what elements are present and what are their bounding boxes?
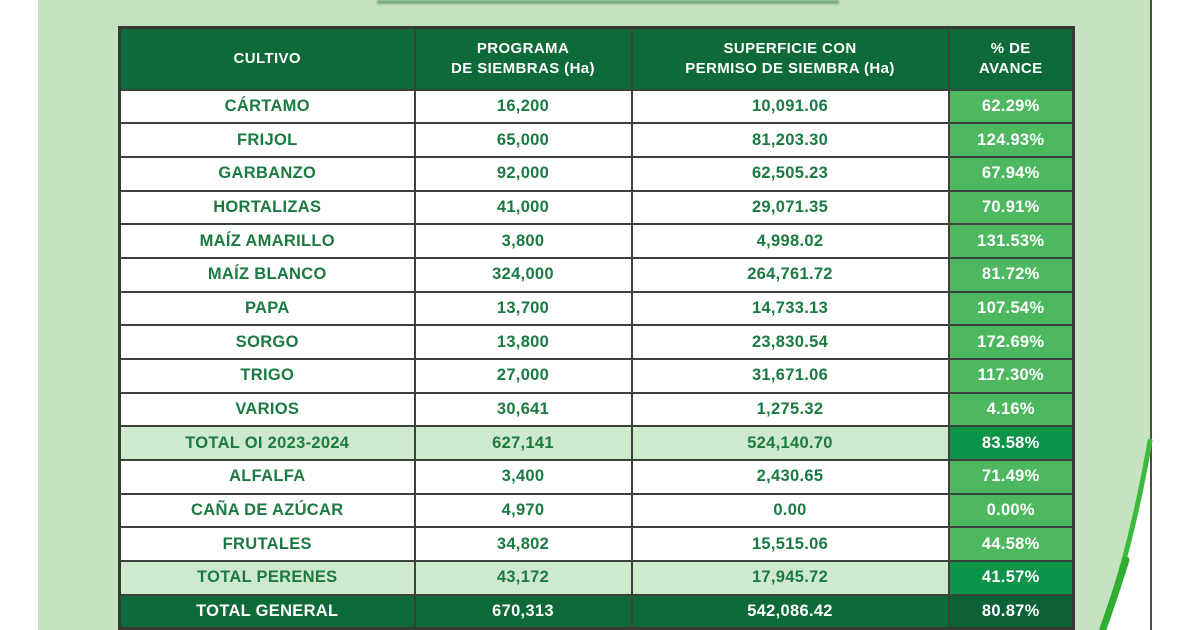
column-header-avance: % DE AVANCE [947,26,1075,91]
cell-programa: 324,000 [413,256,633,293]
cell-avance: 44.58% [947,526,1075,563]
cell-avance: 172.69% [947,324,1075,360]
cell-cultivo: PAPA [118,290,416,327]
cell-cultivo: FRIJOL [118,122,416,158]
cell-avance: 62.29% [947,88,1075,125]
cell-cultivo: TOTAL PERENES [118,560,416,596]
cell-cultivo: CAÑA DE AZÚCAR [118,492,416,529]
cell-superficie: 29,071.35 [630,189,950,226]
table-row-garbanzo: GARBANZO 92,000 62,505.23 67.94% [118,155,1075,192]
table-row-ma-z-blanco: MAÍZ BLANCO 324,000 264,761.72 81.72% [118,256,1075,293]
cell-programa: 30,641 [413,391,633,428]
cell-avance: 70.91% [947,189,1075,226]
crops-progress-table: CULTIVO PROGRAMA DE SIEMBRAS (Ha) SUPERFIC… [118,26,1075,630]
table-row-alfalfa: ALFALFA 3,400 2,430.65 71.49% [118,459,1075,495]
cell-programa: 3,400 [413,459,633,495]
cell-cultivo: SORGO [118,324,416,360]
cell-avance: 41.57% [947,560,1075,596]
cell-programa: 4,970 [413,492,633,529]
column-header-superficie: SUPERFICIE CON PERMISO DE SIEMBRA (Ha) [630,26,950,91]
table-row-total-perenes: TOTAL PERENES 43,172 17,945.72 41.57% [118,560,1075,596]
table-row-total-general: TOTAL GENERAL 670,313 542,086.42 80.87% [118,593,1075,630]
table-row-frijol: FRIJOL 65,000 81,203.30 124.93% [118,122,1075,158]
cell-avance: 131.53% [947,223,1075,259]
cell-cultivo: FRUTALES [118,526,416,563]
cell-superficie: 524,140.70 [630,425,950,462]
cell-avance: 80.87% [947,593,1075,630]
table-row-hortalizas: HORTALIZAS 41,000 29,071.35 70.91% [118,189,1075,226]
cell-cultivo: ALFALFA [118,459,416,495]
cell-superficie: 14,733.13 [630,290,950,327]
cell-programa: 27,000 [413,358,633,394]
cell-programa: 13,800 [413,324,633,360]
cell-superficie: 31,671.06 [630,358,950,394]
cell-superficie: 0.00 [630,492,950,529]
cell-superficie: 542,086.42 [630,593,950,630]
cell-superficie: 15,515.06 [630,526,950,563]
cell-programa: 41,000 [413,189,633,226]
cell-superficie: 23,830.54 [630,324,950,360]
cell-avance: 71.49% [947,459,1075,495]
cell-programa: 13,700 [413,290,633,327]
cell-programa: 627,141 [413,425,633,462]
cell-avance: 0.00% [947,492,1075,529]
table-row-frutales: FRUTALES 34,802 15,515.06 44.58% [118,526,1075,563]
cell-avance: 107.54% [947,290,1075,327]
cell-superficie: 264,761.72 [630,256,950,293]
cell-cultivo: TRIGO [118,358,416,394]
table-row-c-rtamo: CÁRTAMO 16,200 10,091.06 62.29% [118,88,1075,125]
table-row-varios: VARIOS 30,641 1,275.32 4.16% [118,391,1075,428]
cell-programa: 92,000 [413,155,633,192]
cell-superficie: 2,430.65 [630,459,950,495]
cell-avance: 117.30% [947,358,1075,394]
cell-superficie: 17,945.72 [630,560,950,596]
cell-cultivo: GARBANZO [118,155,416,192]
column-header-programa: PROGRAMA DE SIEMBRAS (Ha) [413,26,633,91]
table-row-trigo: TRIGO 27,000 31,671.06 117.30% [118,358,1075,394]
table-row-ma-z-amarillo: MAÍZ AMARILLO 3,800 4,998.02 131.53% [118,223,1075,259]
cell-avance: 83.58% [947,425,1075,462]
table-row-total-oi-2023-2024: TOTAL OI 2023-2024 627,141 524,140.70 83.58… [118,425,1075,462]
cell-cultivo: TOTAL GENERAL [118,593,416,630]
cell-programa: 34,802 [413,526,633,563]
cell-programa: 65,000 [413,122,633,158]
cell-cultivo: HORTALIZAS [118,189,416,226]
cell-programa: 16,200 [413,88,633,125]
cell-superficie: 81,203.30 [630,122,950,158]
table-row-ca-a-de-az-car: CAÑA DE AZÚCAR 4,970 0.00 0.00% [118,492,1075,529]
cell-cultivo: MAÍZ AMARILLO [118,223,416,259]
cell-cultivo: TOTAL OI 2023-2024 [118,425,416,462]
cell-cultivo: VARIOS [118,391,416,428]
cell-cultivo: MAÍZ BLANCO [118,256,416,293]
cell-cultivo: CÁRTAMO [118,88,416,125]
cell-avance: 67.94% [947,155,1075,192]
cell-superficie: 1,275.32 [630,391,950,428]
cell-programa: 3,800 [413,223,633,259]
cell-programa: 43,172 [413,560,633,596]
table-header-row: CULTIVO PROGRAMA DE SIEMBRAS (Ha) SUPERFIC… [118,26,1075,91]
cell-avance: 124.93% [947,122,1075,158]
column-header-cultivo: CULTIVO [118,26,416,91]
cell-avance: 81.72% [947,256,1075,293]
cropped-title-banner-edge [377,0,839,4]
cell-superficie: 62,505.23 [630,155,950,192]
cell-avance: 4.16% [947,391,1075,428]
table-row-papa: PAPA 13,700 14,733.13 107.54% [118,290,1075,327]
cell-superficie: 4,998.02 [630,223,950,259]
table-row-sorgo: SORGO 13,800 23,830.54 172.69% [118,324,1075,360]
cell-programa: 670,313 [413,593,633,630]
cell-superficie: 10,091.06 [630,88,950,125]
